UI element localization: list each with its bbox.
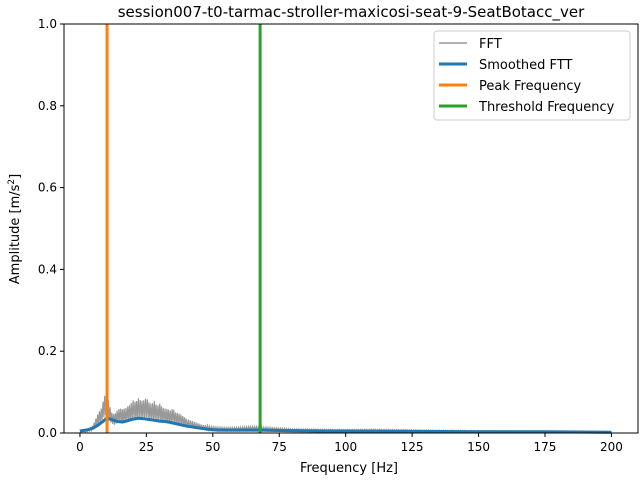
legend-label-peak: Peak Frequency (479, 79, 581, 94)
x-axis-label: Frequency [Hz] (300, 461, 398, 476)
y-axis-label: Amplitude [m/s2] (7, 174, 23, 284)
legend: FFT Smoothed FTT Peak Frequency Threshol… (433, 30, 631, 121)
x-tick-label: 100 (334, 440, 357, 454)
y-tick-label: 0.6 (38, 181, 57, 195)
legend-label-fft: FFT (479, 37, 502, 52)
y-axis-label-end: ] (8, 174, 23, 179)
legend-label-threshold: Threshold Frequency (478, 100, 615, 115)
y-tick-label: 0.4 (38, 262, 57, 276)
chart-title: session007-t0-tarmac-stroller-maxicosi-s… (118, 3, 585, 22)
x-tick-label: 50 (205, 440, 220, 454)
y-axis-label-main: Amplitude [m/s (8, 184, 23, 284)
y-tick-label: 0.8 (38, 99, 57, 113)
x-tick-label: 0 (76, 440, 84, 454)
y-tick-label: 0.0 (38, 426, 57, 440)
y-tick-label: 0.2 (38, 344, 57, 358)
y-tick-label: 1.0 (38, 17, 57, 31)
y-axis-label-superscript: 2 (7, 179, 17, 185)
legend-box (433, 30, 631, 121)
plot-frame (63, 23, 639, 434)
x-tick-label: 25 (139, 440, 154, 454)
x-tick-label: 125 (401, 440, 424, 454)
series-layer (79, 24, 612, 434)
x-tick-label: 150 (467, 440, 490, 454)
legend-label-smoothed: Smoothed FTT (479, 58, 573, 73)
x-tick-label: 200 (600, 440, 623, 454)
tick-layer: 0 25 50 75 100 125 150 175 200 0.0 0.2 0.4 0.6 0.8 1.0 (38, 17, 623, 454)
x-tick-label: 175 (534, 440, 557, 454)
x-tick-label: 75 (272, 440, 287, 454)
